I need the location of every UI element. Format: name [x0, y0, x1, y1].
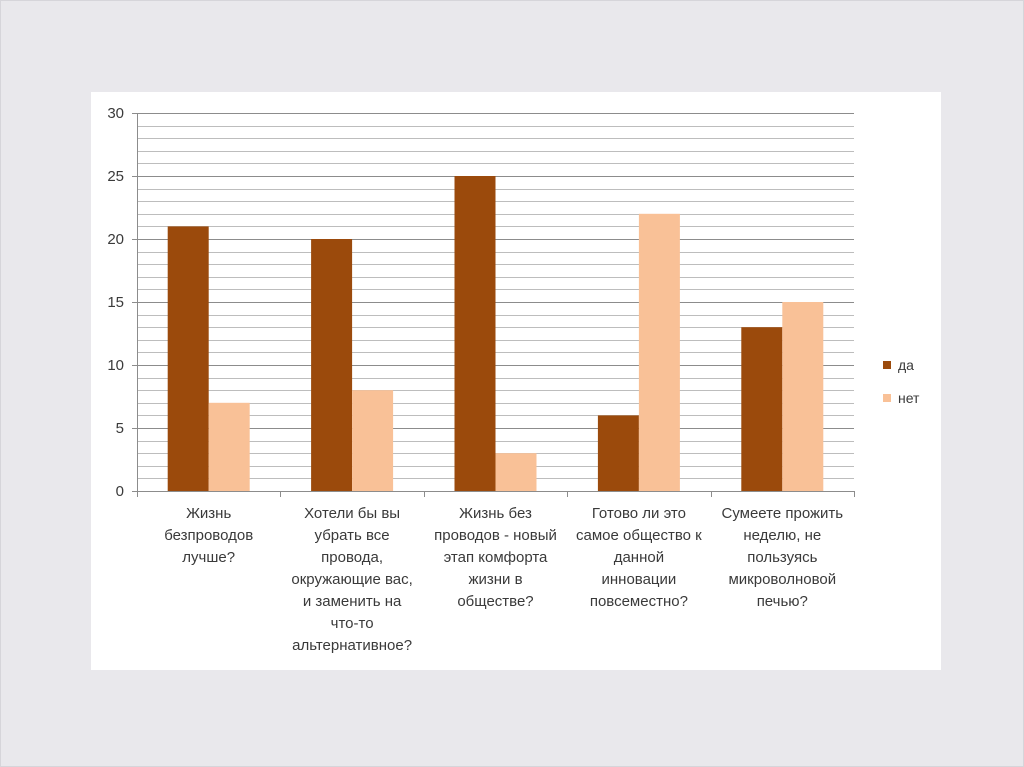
legend-item-2: нет [883, 390, 919, 406]
bar-да-2 [311, 239, 353, 491]
legend-swatch [883, 394, 891, 402]
legend-swatch [883, 361, 891, 369]
y-tick-label: 5 [116, 420, 124, 437]
chart-panel: 0 5 10 15 20 25 30 Жизнь безпроводов лучше? Хот… [91, 92, 941, 670]
x-category-label: Жизнь безпроводов лучше? [164, 505, 254, 566]
y-tick-labels: 0 5 10 15 20 25 30 [107, 105, 124, 500]
axes [132, 113, 855, 497]
y-tick-label: 10 [107, 357, 124, 374]
y-tick-label: 0 [116, 483, 124, 500]
bar-chart: 0 5 10 15 20 25 30 [107, 105, 855, 500]
y-tick-label: 20 [107, 231, 124, 248]
x-category-label: Готово ли это самое общество к данной ин… [576, 505, 702, 610]
bar-да-3 [454, 176, 496, 491]
x-category-label: Хотели бы вы убрать все провода, окружаю… [291, 505, 413, 654]
bar-нет-2 [352, 390, 394, 491]
bar-нет-4 [638, 213, 680, 492]
bar-да-4 [597, 415, 639, 491]
y-tick-label: 30 [107, 105, 124, 122]
bar-нет-5 [782, 302, 824, 491]
legend-item-1: да [883, 357, 914, 373]
bar-да-5 [741, 327, 783, 491]
y-tick-label: 25 [107, 168, 124, 185]
bar-нет-1 [208, 402, 250, 491]
legend-label: да [898, 357, 914, 373]
x-category-label: Сумеете прожить неделю, не пользуясь мик… [721, 505, 844, 610]
legend-label: нет [898, 390, 920, 406]
bar-нет-3 [495, 453, 537, 491]
y-tick-label: 15 [107, 294, 124, 311]
bars [167, 176, 824, 492]
x-category-label: Жизнь без проводов - новый этап комфорта… [434, 505, 557, 610]
bar-да-1 [167, 226, 209, 491]
